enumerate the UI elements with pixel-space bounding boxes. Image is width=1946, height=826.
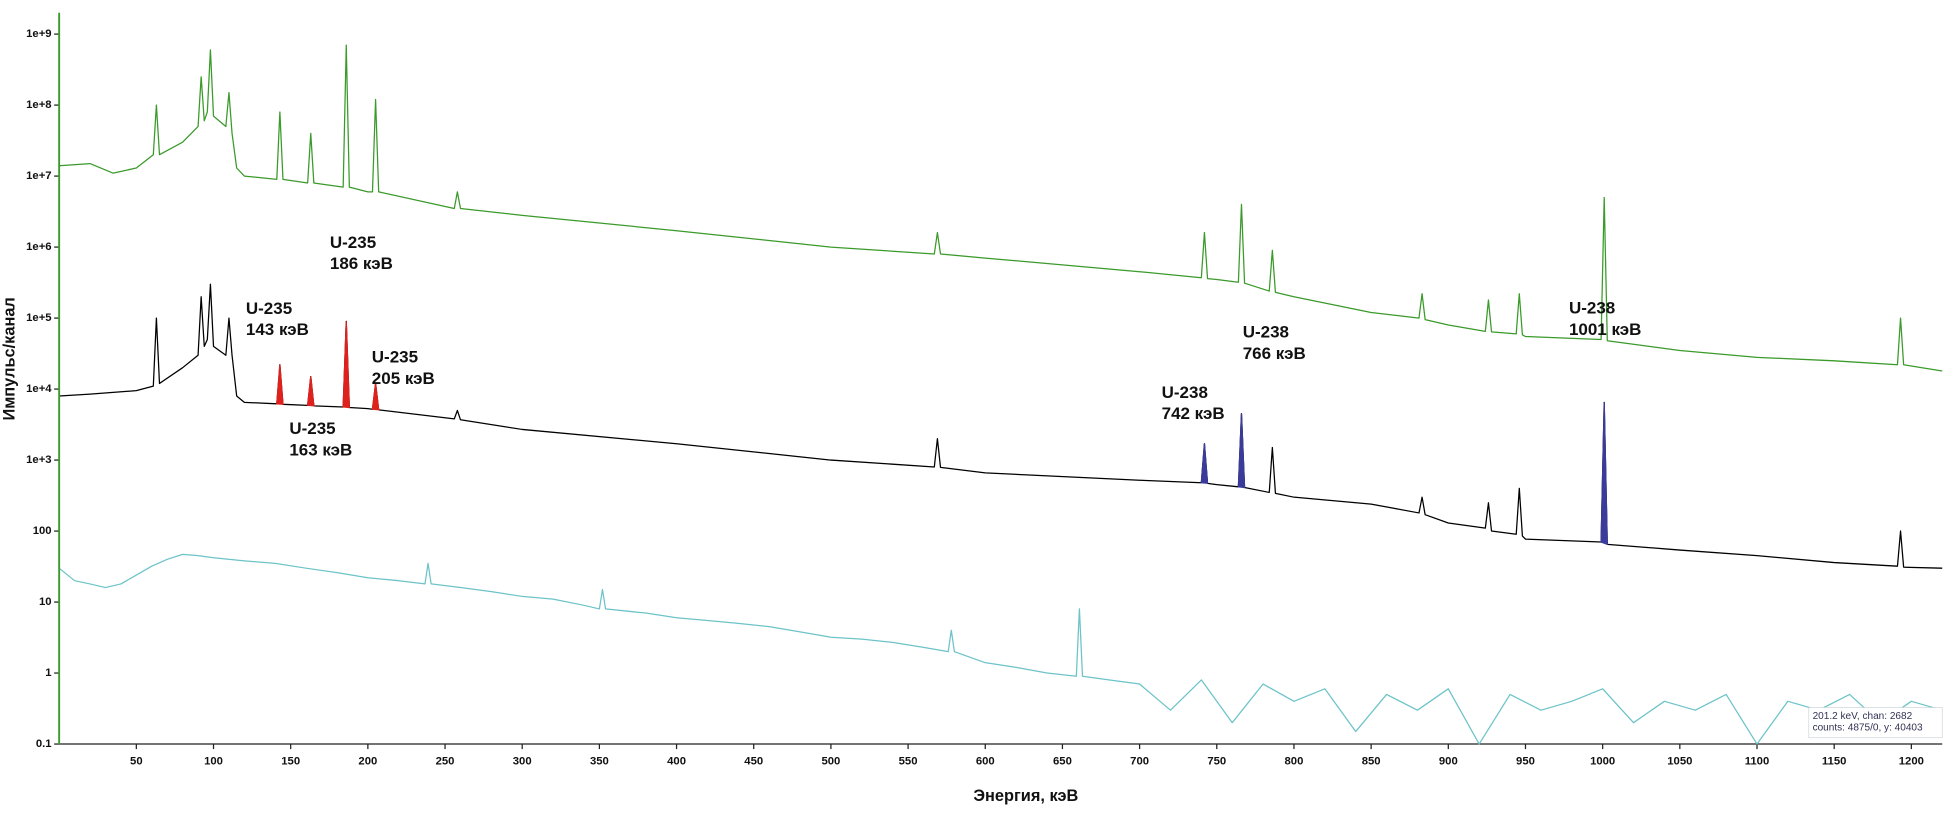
- x-axis-title: Энергия, кэВ: [973, 787, 1078, 805]
- x-tick-label: 950: [1516, 756, 1535, 768]
- peak-highlight: [371, 383, 380, 411]
- status-box: [1808, 707, 1943, 739]
- status-text: 201.2 keV, chan: 2682: [1813, 711, 1913, 722]
- x-tick-label: 1050: [1667, 756, 1692, 768]
- peak-label: U-235: [289, 419, 335, 438]
- x-tick-label: 1200: [1899, 756, 1924, 768]
- y-axis-title: Импульс/канал: [0, 297, 18, 420]
- x-tick-label: 200: [358, 756, 377, 768]
- x-tick-label: 1150: [1822, 756, 1847, 768]
- y-tick-label: 10: [39, 596, 52, 608]
- x-tick-label: 150: [281, 756, 300, 768]
- peak-label: 766 кэВ: [1243, 344, 1306, 363]
- peak-label: 143 кэВ: [246, 320, 309, 339]
- peak-label: 163 кэВ: [289, 440, 352, 459]
- x-tick-label: 400: [667, 756, 686, 768]
- x-tick-label: 650: [1053, 756, 1072, 768]
- y-tick-label: 1e+3: [26, 454, 51, 466]
- x-tick-label: 250: [436, 756, 455, 768]
- series-line: [58, 553, 1943, 745]
- y-tick-label: 1e+5: [26, 312, 51, 324]
- peak-label: U-238: [1162, 383, 1208, 402]
- x-tick-label: 550: [899, 756, 918, 768]
- x-tick-label: 900: [1439, 756, 1458, 768]
- x-tick-label: 1000: [1590, 756, 1615, 768]
- x-tick-label: 1100: [1745, 756, 1770, 768]
- y-tick-label: 1e+9: [26, 28, 51, 40]
- peak-highlight: [1200, 443, 1209, 485]
- peak-label: U-238: [1569, 299, 1615, 318]
- x-tick-label: 50: [130, 756, 143, 768]
- peak-highlight: [342, 321, 350, 409]
- x-tick-label: 450: [744, 756, 763, 768]
- peak-label: U-235: [330, 233, 376, 252]
- series-line: [59, 44, 1943, 372]
- peak-highlight: [1237, 413, 1246, 489]
- y-tick-label: 1e+6: [26, 241, 51, 253]
- y-tick-label: 1: [45, 667, 51, 679]
- x-tick-label: 850: [1362, 756, 1381, 768]
- x-tick-label: 700: [1130, 756, 1149, 768]
- x-tick-label: 800: [1285, 756, 1304, 768]
- y-tick-label: 100: [33, 525, 52, 537]
- peak-label: 186 кэВ: [330, 254, 393, 273]
- peak-highlight: [1600, 402, 1608, 546]
- peak-highlight: [276, 364, 284, 406]
- x-tick-label: 600: [976, 756, 995, 768]
- y-tick-label: 1e+4: [26, 383, 52, 395]
- peak-label: 1001 кэВ: [1569, 320, 1641, 339]
- y-tick-label: 0.1: [36, 738, 52, 750]
- peak-label: U-238: [1243, 323, 1289, 342]
- x-tick-label: 500: [821, 756, 840, 768]
- status-text: counts: 4875/0, y: 40403: [1813, 722, 1923, 733]
- peak-label: 742 кэВ: [1162, 404, 1225, 423]
- peak-highlight: [306, 376, 315, 407]
- x-tick-label: 300: [513, 756, 532, 768]
- peak-label: U-235: [372, 348, 418, 367]
- series-line: [59, 283, 1943, 569]
- y-tick-label: 1e+7: [26, 170, 51, 182]
- peak-label: U-235: [246, 299, 292, 318]
- x-tick-label: 350: [590, 756, 609, 768]
- peak-label: 205 кэВ: [372, 369, 435, 388]
- x-tick-label: 750: [1207, 756, 1226, 768]
- y-tick-label: 1e+8: [26, 99, 51, 111]
- x-tick-label: 100: [204, 756, 223, 768]
